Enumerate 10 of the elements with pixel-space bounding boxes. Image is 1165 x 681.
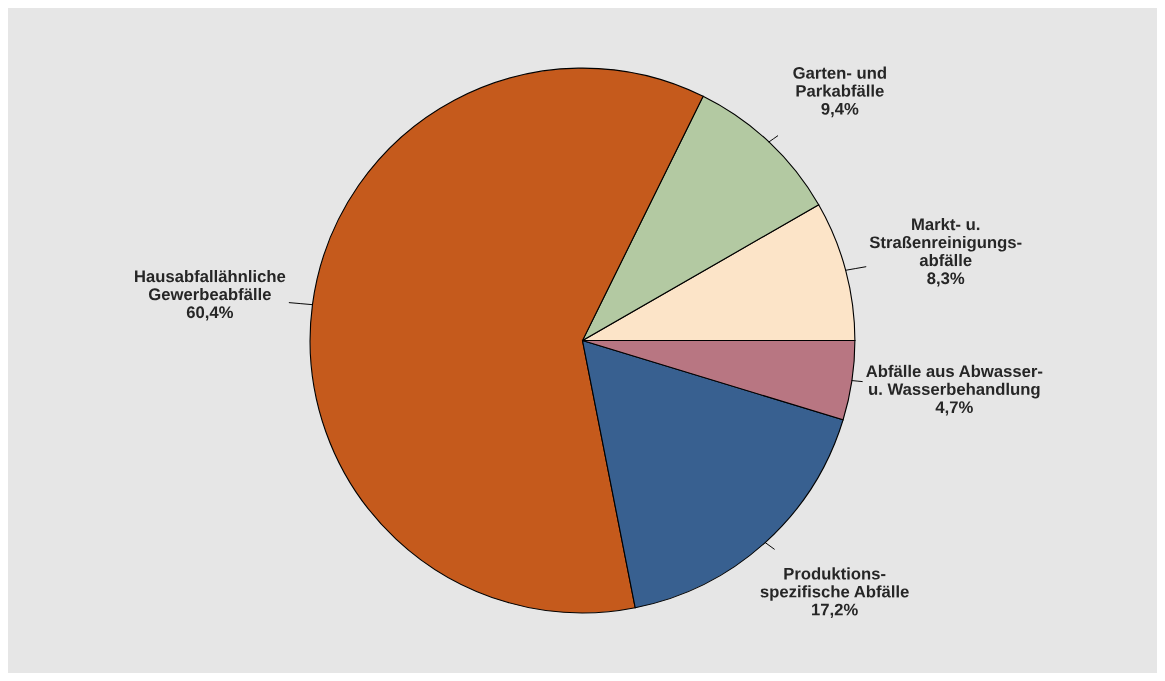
slice-label: Garten- und Parkabfälle [793,66,886,97]
data-label: 17,2% [812,603,858,618]
slice-label: Hausabfallähnliche Gewerbeabfälle [135,269,286,301]
data-label: 9,4% [821,102,859,118]
data-label: 8,3% [927,272,965,287]
slice-label: Produktions- spezifische Abfälle [760,567,909,601]
slice-label: Abfälle aus Abwasser- u. Wasserbehandlung [866,364,1043,399]
slice-label: Markt- u. Straßenreinigungs- abfälle [869,217,1022,267]
data-label: 60,4% [186,306,234,321]
data-label: 4,7% [935,401,973,416]
